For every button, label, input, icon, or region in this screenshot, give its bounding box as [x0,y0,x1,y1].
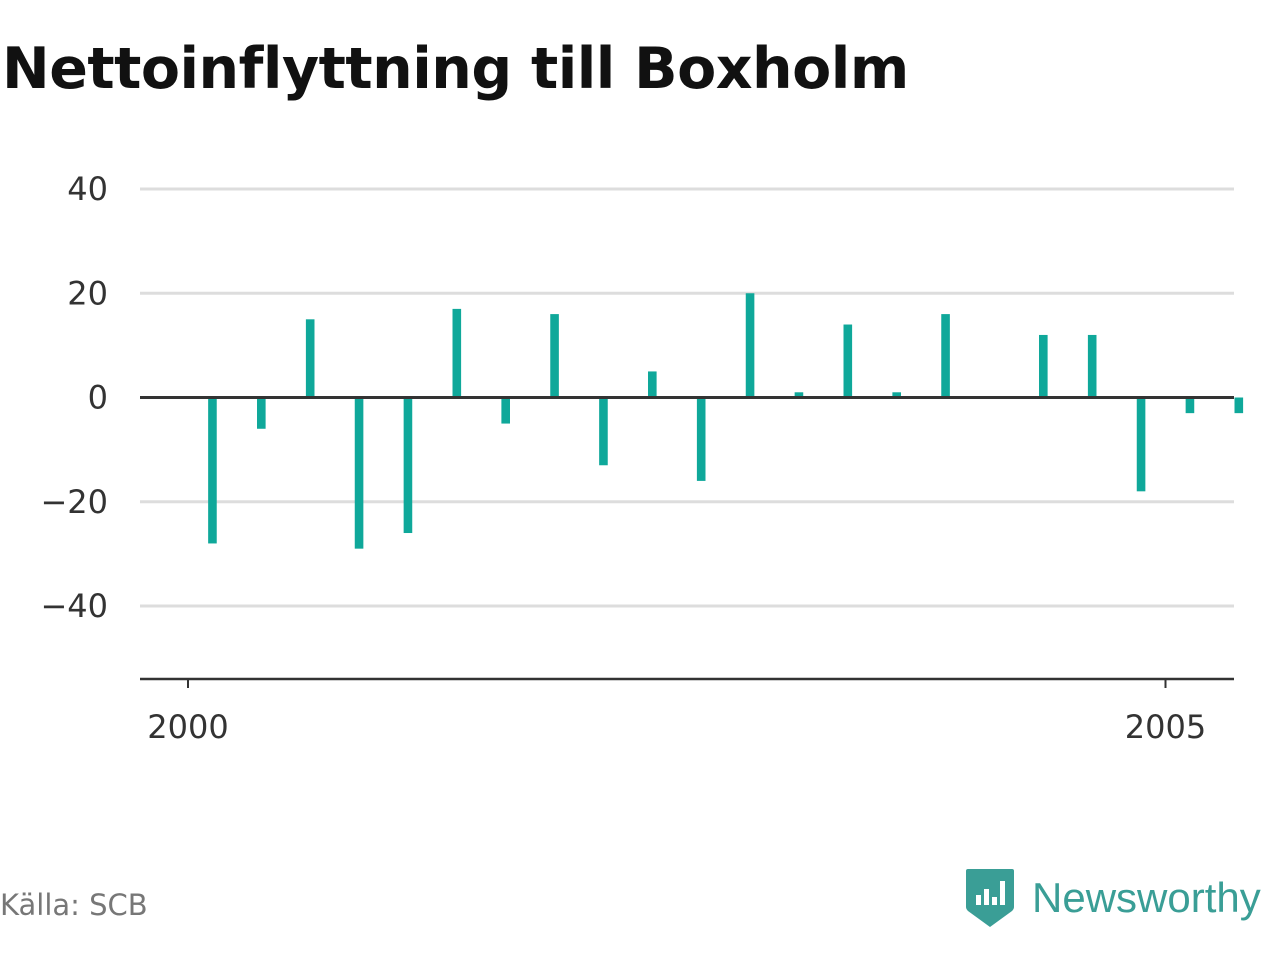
brand-name: Newsworthy [1032,874,1261,921]
bar [794,392,804,398]
bar [648,371,657,398]
bar [892,392,901,398]
bar [745,293,755,398]
bar [208,397,217,544]
y-tick-label: 0 [88,379,108,417]
bar [354,397,364,549]
source-note: Källa: SCB [0,888,148,922]
bar [257,397,266,429]
x-tick-label: 2000 [147,708,228,746]
bar [1039,334,1048,398]
bar [403,397,413,534]
grid-lines [140,187,1234,608]
bar [1234,397,1244,414]
bar [452,308,462,398]
bar [1087,334,1097,398]
bar [843,324,853,398]
y-tick-label: −40 [40,587,108,625]
bar [941,314,950,398]
bar [696,397,706,481]
bar [305,319,315,398]
chart-title: Nettoinflyttning till Boxholm [2,36,909,102]
y-tick-label: 20 [67,274,108,312]
bars [208,293,1244,549]
bar [599,397,608,466]
bar [550,314,559,398]
y-tick-label: 40 [67,170,108,208]
y-tick-label: −20 [40,483,108,521]
bar [1136,397,1146,492]
axes [140,396,1234,688]
brand-logo-group[interactable]: Newsworthy [964,866,1261,930]
bar [501,397,510,424]
x-tick-label: 2005 [1125,708,1206,746]
newsworthy-bar-chart-logo-icon [966,869,1014,927]
bar [1185,397,1195,414]
